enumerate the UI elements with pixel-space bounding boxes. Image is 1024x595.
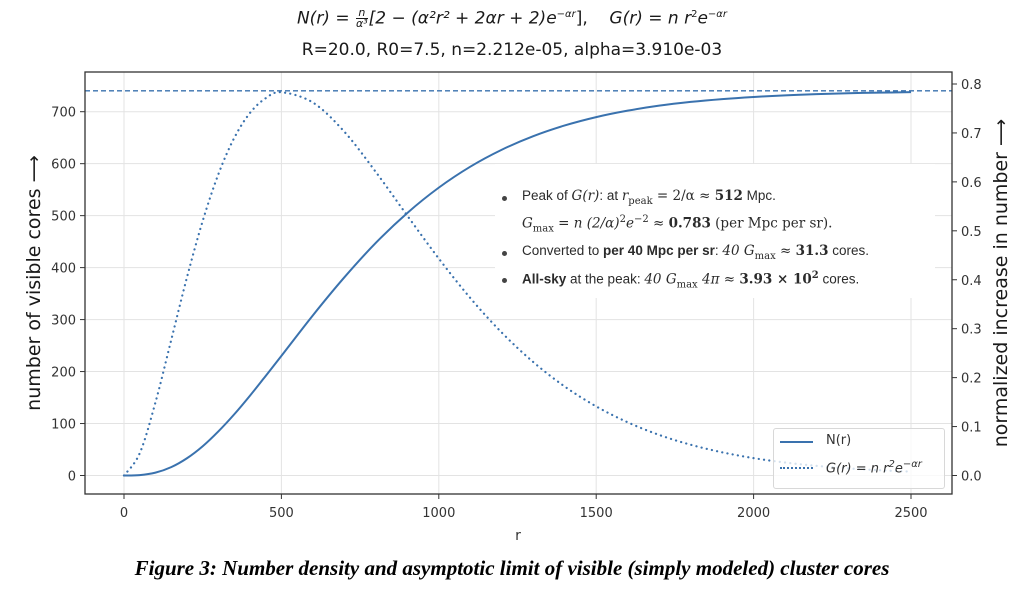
peak-mid: : at [599,188,622,203]
right-tick-label: 0.7 [961,127,982,142]
legend-entry-n: N(r) [778,433,938,451]
gmax-e: e [625,215,634,232]
converted-bold: per 40 Mpc per sr [603,243,715,258]
right-tick-label: 0.5 [961,225,982,240]
allsky-unit: cores. [818,271,860,287]
title-n-rhs: [2 − (α²r² + 2αr + 2)e [368,8,557,29]
legend-label-g: G(r) = n r2e−αr [826,459,922,476]
x-tick-label: 0 [120,506,128,521]
allsky-sub: max [676,279,698,291]
allsky-bold: All-sky [522,271,567,287]
x-tick-label: 2500 [894,506,927,521]
left-tick-label: 200 [51,366,76,381]
legend-g-exp: −αr [902,459,922,470]
title-n-exp: −αr [556,8,576,20]
allsky-expr: 40 G [644,271,677,288]
x-tick-label: 1000 [422,506,455,521]
converted-sub: max [754,251,776,262]
gmax-sub: max [532,223,554,235]
annotation-converted-text: Converted to per 40 Mpc per sr: 40 Gmax … [522,243,869,262]
annotation-peak-text: Peak of G(r): at rpeak = 2/α ≈ 512 Mpc. [522,188,776,207]
converted-value: 31.3 [795,243,829,259]
right-axis-label: normalized increase in number ⟶ [990,119,1012,448]
converted-expr: 40 G [722,243,755,259]
annotation-gmax-text: Gmax = n (2/α)2e−2 ≈ 0.783 (per Mpc per … [522,214,832,235]
gmax-eq: = n (2/α) [553,215,620,232]
gmax-sq: 2 [619,214,626,225]
gmax-g: G [522,215,533,232]
title-g-lhs: G(r) = n r [609,8,692,29]
title-frac-num: n [356,7,368,19]
bullet-dot [502,278,507,283]
legend-g-e: e [894,461,903,477]
series-layer [85,90,952,477]
title-n-close: ], [575,8,588,29]
chart-subtitle-params: R=20.0, R0=7.5, n=2.212e-05, alpha=3.910… [301,40,723,60]
series-g-dotted-line [122,91,913,477]
gmax-approx: ≈ [648,215,669,232]
left-tick-label: 400 [51,262,76,277]
x-tick-label: 1500 [580,506,613,521]
legend-g-lhs: G(r) = n r [826,461,889,477]
title-g-exp: −αr [707,8,728,20]
allsky-prefix: at the peak: [566,271,645,287]
allsky-pow: 2 [811,270,819,281]
title-frac-den: α³ [356,17,368,30]
right-tick-label: 0.3 [961,323,982,338]
legend-label-n: N(r) [826,433,852,448]
right-tick-label: 0.8 [961,78,982,93]
bullet-dot [502,196,507,201]
allsky-value: 3.93 × 10 [739,271,812,288]
peak-eq: = 2/α ≈ [652,188,715,204]
x-tick-label: 500 [269,506,294,521]
legend-dotted-line-swatch [780,467,813,469]
title-n-lhs: N(r) = [296,8,355,29]
right-tick-label: 0.0 [961,470,982,485]
right-axis-ticks: 0.0 0.1 0.2 0.3 0.4 0.5 0.6 0.7 0.8 [952,78,982,485]
legend-entry-g: G(r) = n r2e−αr [778,459,938,477]
right-tick-label: 0.2 [961,372,982,387]
chart-title-formula: N(r) = n α³ [2 − (α²r² + 2αr + 2)e−αr], G(… [0,7,1024,30]
bullet-dot [502,251,507,256]
plot-frame [84,71,953,495]
converted-approx: ≈ [775,243,796,259]
gmax-exp: −2 [633,214,649,225]
left-tick-label: 300 [51,314,76,329]
converted-unit: cores. [828,243,870,258]
legend-solid-line-swatch [780,441,813,443]
left-axis-label: number of visible cores ⟶ [23,155,45,411]
peak-unit: Mpc. [742,188,776,203]
title-fraction: n α³ [356,7,368,30]
converted-colon: : [714,243,723,258]
left-tick-label: 700 [51,106,76,121]
title-g-sq: 2 [691,8,698,20]
left-tick-label: 500 [51,210,76,225]
title-g-e: e [697,8,708,29]
peak-r-sub: peak [628,196,653,207]
peak-r: r [621,188,629,204]
peak-value: 512 [714,188,743,204]
x-tick-label: 2000 [737,506,770,521]
series-n-line [123,91,912,477]
converted-prefix: Converted to [522,243,604,258]
peak-prefix: Peak of [522,188,572,203]
x-axis-ticks: 0 500 1000 1500 2000 2500 [120,494,928,521]
left-tick-label: 600 [51,158,76,173]
annotation-box: Peak of G(r): at rpeak = 2/α ≈ 512 Mpc. … [495,164,935,298]
left-tick-label: 100 [51,418,76,433]
left-axis-ticks: 0 100 200 300 400 500 600 700 [51,106,85,485]
figure-caption: Figure 3: Number density and asymptotic … [134,556,890,580]
gmax-value: 0.783 [668,215,711,232]
right-tick-label: 0.6 [961,176,982,191]
gmax-unit: (per Mpc per sr). [710,215,833,232]
peak-g: G(r) [571,188,600,204]
allsky-expr2: 4π ≈ [697,271,740,288]
legend: N(r) G(r) = n r2e−αr [773,428,945,489]
legend-g-sq: 2 [888,459,895,470]
right-tick-label: 0.4 [961,274,982,289]
x-axis-label: r [515,528,521,544]
left-tick-label: 0 [68,470,76,485]
annotation-allsky-text: All-sky at the peak: 40 Gmax 4π ≈ 3.93 ×… [522,270,859,291]
right-tick-label: 0.1 [961,421,982,436]
